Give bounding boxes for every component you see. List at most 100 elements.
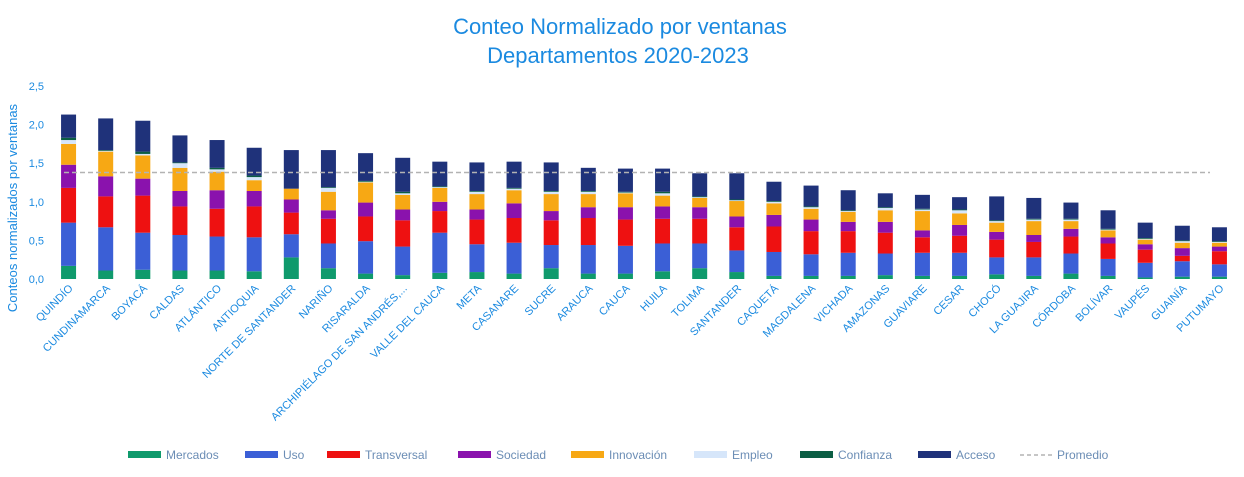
bar-segment bbox=[1063, 273, 1079, 279]
bar-segment bbox=[98, 270, 114, 279]
bar-segment bbox=[914, 211, 930, 231]
bar-segment bbox=[803, 254, 819, 276]
bar-segment bbox=[320, 268, 336, 279]
bar-segment bbox=[1137, 238, 1153, 240]
legend-label: Innovación bbox=[609, 448, 667, 462]
bar-segment bbox=[543, 220, 559, 246]
bar-segment bbox=[655, 191, 671, 194]
bar-segment bbox=[432, 272, 448, 279]
bar-segment bbox=[1174, 255, 1190, 262]
bar-segment bbox=[655, 168, 671, 192]
bar-segment bbox=[246, 237, 262, 272]
bar-segment bbox=[1174, 241, 1190, 243]
bar-segment bbox=[1211, 242, 1227, 247]
x-tick-label: TOLIMA bbox=[670, 282, 708, 320]
legend-label: Uso bbox=[283, 448, 305, 462]
bar-segment bbox=[469, 191, 485, 195]
bar-segment bbox=[209, 270, 225, 279]
bar-segment bbox=[1026, 221, 1042, 235]
bar-segment bbox=[840, 190, 856, 211]
bar-segment bbox=[989, 231, 1005, 240]
bar-segment bbox=[283, 234, 299, 258]
bar-segment bbox=[1174, 276, 1190, 279]
bar-segment bbox=[1211, 246, 1227, 252]
bar-segment bbox=[395, 194, 411, 210]
bar-segment bbox=[840, 211, 856, 222]
x-tick-label: META bbox=[455, 282, 485, 312]
bar-segment bbox=[209, 208, 225, 237]
bar-segment bbox=[98, 176, 114, 197]
bar-segment bbox=[1063, 219, 1079, 222]
legend-swatch bbox=[327, 451, 360, 458]
bar-segment bbox=[1211, 227, 1227, 242]
bar-segment bbox=[617, 193, 633, 208]
legend-label: Sociedad bbox=[496, 448, 546, 462]
x-axis-ticks: QUINDÍOCUNDINAMARCABOYACÁCALDASATLÁNTICO… bbox=[33, 281, 1227, 423]
x-tick-label: VAUPÉS bbox=[1112, 282, 1152, 322]
bar-segment bbox=[877, 193, 893, 208]
bar-segment bbox=[580, 273, 596, 279]
bar-segment bbox=[766, 201, 782, 204]
bar-segment bbox=[135, 195, 151, 233]
bar-segment bbox=[246, 206, 262, 238]
bar-segment bbox=[320, 187, 336, 192]
bar-segment bbox=[469, 190, 485, 192]
bar-segment bbox=[98, 118, 114, 151]
bar-segment bbox=[840, 231, 856, 253]
bar-segment bbox=[952, 275, 968, 279]
bar-segment bbox=[766, 226, 782, 252]
bar-segment bbox=[617, 168, 633, 192]
bar-segment bbox=[766, 251, 782, 276]
bar-segment bbox=[469, 194, 485, 210]
bar-segment bbox=[1063, 228, 1079, 237]
bar-segment bbox=[877, 253, 893, 276]
bar-segment bbox=[1137, 277, 1153, 279]
x-tick-label: VALLE DEL CAUCA bbox=[368, 282, 447, 361]
bar-segment bbox=[98, 150, 114, 152]
bar-segment bbox=[432, 201, 448, 212]
bar-segment bbox=[61, 143, 77, 165]
bar-segment bbox=[1026, 275, 1042, 279]
bar-segment bbox=[803, 219, 819, 232]
bar-segment bbox=[246, 147, 262, 176]
bar-segment bbox=[469, 219, 485, 245]
bar-segment bbox=[246, 190, 262, 207]
bar-segment bbox=[989, 221, 1005, 223]
bar-segment bbox=[172, 163, 188, 168]
bar-segment bbox=[1174, 240, 1190, 242]
bar-segment bbox=[543, 191, 559, 195]
bar-segment bbox=[766, 203, 782, 215]
bar-segment bbox=[358, 241, 374, 274]
bar-segment bbox=[172, 206, 188, 235]
bar-segment bbox=[209, 169, 225, 172]
bar-segment bbox=[914, 275, 930, 279]
bar-segment bbox=[877, 275, 893, 279]
bar-segment bbox=[952, 252, 968, 276]
bar-segment bbox=[1100, 243, 1116, 259]
bar-segment bbox=[506, 187, 522, 189]
bar-segment bbox=[729, 199, 745, 201]
y-tick-label: 1,0 bbox=[29, 197, 44, 209]
y-tick-label: 2,5 bbox=[29, 81, 44, 93]
bar-segment bbox=[1100, 229, 1116, 231]
bar-segment bbox=[877, 207, 893, 211]
bar-segment bbox=[395, 193, 411, 195]
bar-segment bbox=[692, 196, 708, 198]
bar-segment bbox=[506, 190, 522, 204]
bar-segment bbox=[1100, 228, 1116, 230]
bar-segment bbox=[283, 257, 299, 279]
bar-segment bbox=[320, 210, 336, 219]
x-tick-label: CESAR bbox=[931, 283, 966, 318]
bar-segment bbox=[1137, 239, 1153, 245]
bar-segment bbox=[432, 186, 448, 188]
bar-segment bbox=[803, 231, 819, 255]
bar-segment bbox=[729, 250, 745, 273]
bars-group bbox=[61, 114, 1227, 279]
bar-segment bbox=[1063, 202, 1079, 219]
bar-segment bbox=[1211, 264, 1227, 277]
bar-segment bbox=[358, 153, 374, 181]
legend-swatch bbox=[128, 451, 161, 458]
bar-segment bbox=[952, 209, 968, 211]
bar-segment bbox=[914, 209, 930, 212]
bar-segment bbox=[914, 194, 930, 209]
